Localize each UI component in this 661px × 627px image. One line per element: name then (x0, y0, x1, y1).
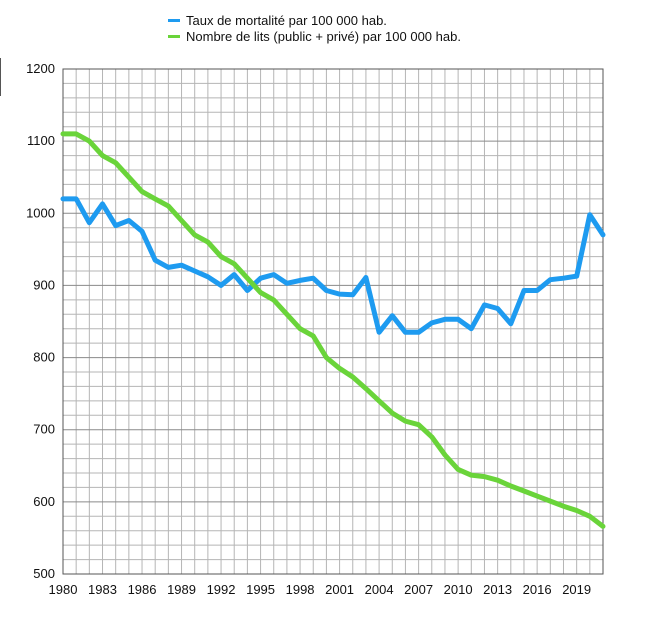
x-tick-label: 2004 (365, 582, 394, 597)
x-tick-label: 2007 (404, 582, 433, 597)
x-tick-label: 1980 (49, 582, 78, 597)
x-tick-label: 1989 (167, 582, 196, 597)
legend-swatch-beds (168, 34, 180, 38)
legend-swatch-mortality (168, 18, 180, 22)
x-tick-label: 2019 (562, 582, 591, 597)
y-tick-label: 700 (33, 422, 55, 437)
side-mark (0, 58, 1, 96)
legend-item-beds: Nombre de lits (public + privé) par 100 … (168, 28, 461, 44)
legend-item-mortality: Taux de mortalité par 100 000 hab. (168, 12, 461, 28)
x-tick-label: 2001 (325, 582, 354, 597)
series-line-mortality (60, 196, 606, 335)
legend: Taux de mortalité par 100 000 hab. Nombr… (168, 12, 461, 44)
series-line-beds (60, 131, 606, 529)
y-tick-label: 900 (33, 277, 55, 292)
y-tick-label: 500 (33, 566, 55, 581)
y-tick-label: 1100 (27, 133, 55, 148)
x-tick-label: 2016 (523, 582, 552, 597)
y-tick-label: 1000 (26, 205, 55, 220)
legend-label-beds: Nombre de lits (public + privé) par 100 … (186, 28, 461, 44)
y-tick-label: 800 (33, 350, 55, 365)
x-tick-label: 1998 (286, 582, 315, 597)
x-tick-label: 2013 (483, 582, 512, 597)
x-tick-label: 1983 (88, 582, 117, 597)
plot-frame (62, 68, 604, 575)
x-tick-label: 1986 (128, 582, 157, 597)
y-tick-label: 600 (33, 494, 55, 509)
y-tick-label: 1200 (26, 61, 55, 76)
x-tick-label: 2010 (444, 582, 473, 597)
legend-label-mortality: Taux de mortalité par 100 000 hab. (186, 12, 387, 28)
x-tick-label: 1995 (246, 582, 275, 597)
x-tick-label: 1992 (207, 582, 236, 597)
